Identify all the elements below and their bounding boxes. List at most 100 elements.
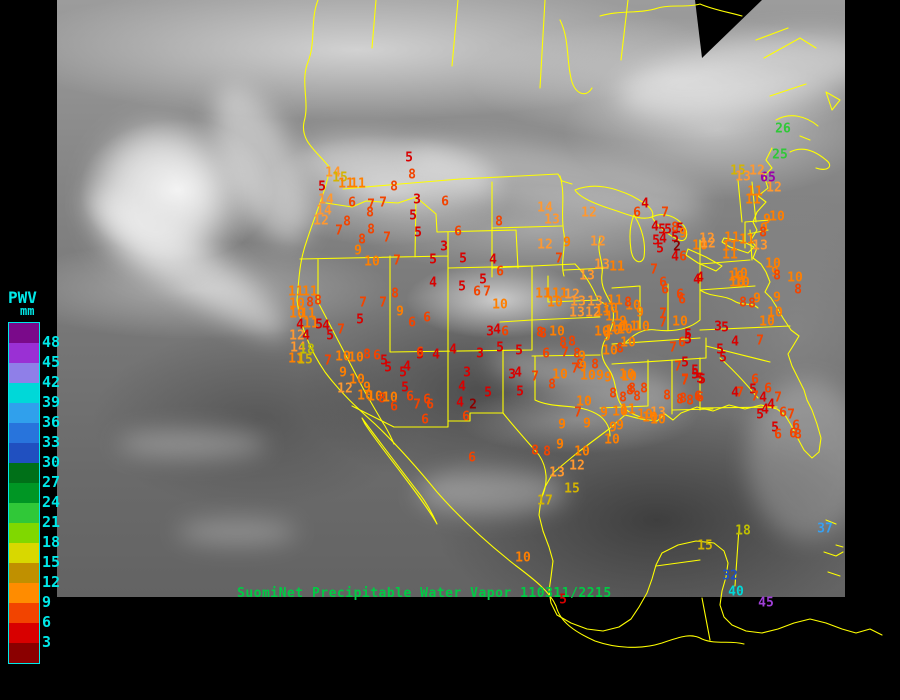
station-value: 7	[674, 359, 682, 375]
station-value: 5	[652, 233, 660, 249]
legend-color-block	[9, 443, 39, 463]
legend-color-block	[9, 383, 39, 403]
pwv-legend: PWV mm 48 45 42 39 36 33 30 27 24 21 18 15 12 9 6 3	[6, 288, 72, 678]
station-value: 6	[678, 335, 686, 351]
station-value: 8	[314, 293, 322, 309]
station-value: 5	[484, 385, 492, 401]
station-value: 10	[289, 306, 305, 322]
station-value: 12	[766, 180, 782, 196]
station-value: 5	[409, 208, 417, 224]
station-value: 7	[751, 389, 759, 405]
station-value: 5	[318, 179, 326, 195]
station-value: 5	[315, 317, 323, 333]
station-value: 12	[569, 458, 585, 474]
station-value: 5	[684, 332, 692, 348]
station-value: 8	[794, 282, 802, 298]
station-value: 11	[739, 232, 755, 248]
station-value: 7	[650, 262, 658, 278]
station-value: 4	[456, 395, 464, 411]
station-value: 11	[300, 306, 316, 322]
station-value: 9	[773, 290, 781, 306]
legend-color-block	[9, 543, 39, 563]
station-value: 4	[322, 318, 330, 334]
station-value: 5	[756, 407, 764, 423]
station-value: 4	[761, 402, 769, 418]
station-value: 4	[659, 231, 667, 247]
station-value: 17	[537, 493, 553, 509]
station-value: 10	[349, 372, 365, 388]
station-value: 9	[679, 226, 687, 242]
station-value: 6	[462, 409, 470, 425]
station-value: 4	[429, 275, 437, 291]
station-value: 8	[626, 383, 634, 399]
station-value: 6	[454, 224, 462, 240]
station-value: 10	[348, 350, 364, 366]
station-value: 8	[739, 295, 747, 311]
station-value: 5	[326, 328, 334, 344]
station-value: 7	[337, 322, 345, 338]
station-value: 12	[699, 231, 715, 247]
station-value: 9	[771, 265, 779, 281]
station-value: 6	[496, 264, 504, 280]
station-value: 3	[486, 324, 494, 340]
station-value: 10	[547, 295, 563, 311]
legend-color-block	[9, 343, 39, 363]
legend-tick-label: 6	[42, 613, 52, 631]
station-value: 11	[535, 286, 551, 302]
station-value: 8	[539, 326, 547, 342]
station-value: 6	[473, 284, 481, 300]
station-value: 12	[585, 305, 601, 321]
station-value: 10	[634, 319, 650, 335]
station-value: 8	[531, 443, 539, 459]
legend-color-block	[9, 563, 39, 583]
station-value: 14	[290, 340, 306, 356]
station-value: 5	[656, 241, 664, 257]
station-value: 37	[817, 521, 833, 537]
station-value: 8	[391, 286, 399, 302]
station-value: 6	[751, 372, 759, 388]
station-value: 8	[686, 393, 694, 409]
station-value: 8	[408, 167, 416, 183]
station-value: 6	[373, 348, 381, 364]
station-value: 9	[354, 243, 362, 259]
station-value: 6	[679, 249, 687, 265]
station-value: 8	[591, 357, 599, 373]
station-value: 8	[640, 381, 648, 397]
station-value: 10	[594, 324, 610, 340]
station-value: 5	[458, 279, 466, 295]
station-value: 8	[676, 392, 684, 408]
station-value: 13	[587, 294, 603, 310]
station-value: 7	[324, 353, 332, 369]
station-value: 10	[552, 367, 568, 383]
station-value: 6	[441, 194, 449, 210]
station-value: 6	[779, 405, 787, 421]
station-value: 11	[303, 316, 319, 332]
legend-color-block	[9, 623, 39, 643]
station-value: 7	[367, 197, 375, 213]
station-value: 7	[661, 205, 669, 221]
station-value: 7	[681, 373, 689, 389]
station-value: 8	[343, 214, 351, 230]
station-value: 4	[403, 359, 411, 375]
station-value: 11	[724, 230, 740, 246]
station-value: 4	[651, 219, 659, 235]
station-value: 10	[492, 297, 508, 313]
station-value: 9	[760, 221, 768, 237]
station-value: 8	[748, 296, 756, 312]
station-value: 11	[544, 286, 560, 302]
cloud-blob	[612, 17, 845, 133]
legend-color-block	[9, 583, 39, 603]
station-value: 10	[367, 389, 383, 405]
legend-color-block	[9, 603, 39, 623]
station-value: 8	[628, 381, 636, 397]
station-value: 11	[747, 184, 763, 200]
legend-tick-label: 42	[42, 373, 61, 391]
station-value: 5	[676, 221, 684, 237]
station-value: 11	[620, 402, 636, 418]
station-value: 3	[413, 192, 421, 208]
station-value: 11	[338, 176, 354, 192]
station-value: 10	[767, 305, 783, 321]
cloud-blob	[117, 430, 267, 458]
station-value: 8	[671, 220, 679, 236]
station-value: 6	[661, 282, 669, 298]
